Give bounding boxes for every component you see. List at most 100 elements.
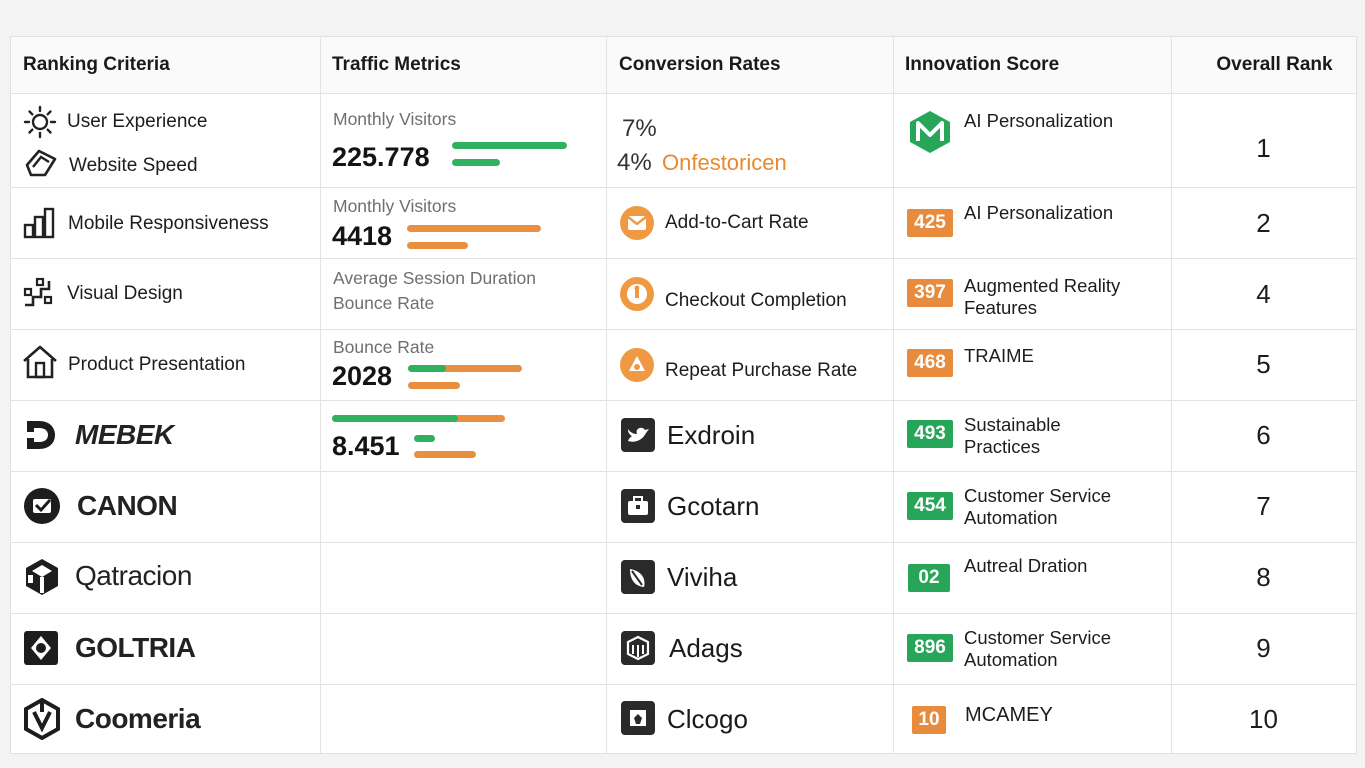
rank-value: 4 (1256, 279, 1271, 309)
rank-value: 10 (1249, 704, 1278, 734)
criteria-label: Visual Design (67, 283, 183, 304)
bell-icon (620, 348, 654, 382)
rank-value: 6 (1256, 420, 1271, 450)
innovation-score-badge: 02 (908, 564, 950, 592)
innovation-score-badge: 493 (907, 420, 953, 448)
innovation-score-badge: 397 (907, 279, 953, 307)
conversion-brand: Clcogo (667, 703, 748, 734)
divider (11, 684, 1356, 685)
hex-logo-icon (24, 631, 58, 665)
divider (11, 93, 1356, 94)
innovation-label: MCAMEY (965, 704, 1053, 726)
brand-name: MEBEK (75, 419, 174, 450)
rank-value: 9 (1256, 633, 1271, 663)
rank-value: 5 (1256, 349, 1271, 379)
cube-icon (621, 631, 655, 665)
divider (11, 329, 1356, 330)
traffic-bar (414, 435, 435, 442)
divider (11, 258, 1356, 259)
innovation-score-badge: 896 (907, 634, 953, 662)
divider (606, 37, 607, 753)
criteria-label: User Experience (67, 111, 208, 132)
innovation-score-badge: 454 (907, 492, 953, 520)
innovation-label: Customer Service Automation (964, 485, 1112, 528)
bird-icon (621, 418, 655, 452)
sun-icon (23, 105, 57, 139)
header-conversion-rates: Conversion Rates (619, 54, 781, 75)
divider (11, 471, 1356, 472)
bars-icon (23, 207, 55, 239)
m-logo-icon (910, 111, 950, 153)
conversion-brand: Viviha (667, 561, 738, 592)
d-logo-icon (27, 421, 55, 449)
conversion-value: 4% (617, 149, 652, 176)
divider (893, 37, 894, 753)
cube-logo-icon (26, 559, 58, 595)
table-header (11, 37, 1356, 93)
traffic-label: Average Session Duration (333, 267, 536, 288)
innovation-score-badge: 468 (907, 349, 953, 377)
innovation-label: TRAIME (964, 345, 1034, 366)
traffic-bar (408, 365, 522, 372)
traffic-bar (408, 365, 446, 372)
traffic-bar (452, 142, 567, 149)
conversion-highlight: Onfestoricen (662, 150, 787, 175)
innovation-label: Autreal Dration (964, 555, 1088, 576)
conversion-brand: Exdroin (667, 419, 756, 450)
rank-value: 8 (1256, 562, 1271, 592)
traffic-label: Monthly Visitors (333, 195, 457, 216)
traffic-label: Monthly Visitors (333, 108, 457, 129)
conversion-brand: Adags (669, 632, 743, 663)
header-traffic-metrics: Traffic Metrics (332, 54, 461, 75)
traffic-bar (408, 382, 460, 389)
innovation-score-badge: 10 (912, 706, 946, 734)
briefcase-icon (621, 489, 655, 523)
traffic-value: 4418 (332, 220, 393, 251)
check-circle-icon (24, 488, 60, 524)
divider (320, 37, 321, 753)
brand-name: GOLTRIA (75, 632, 196, 663)
conversion-label: Repeat Purchase Rate (665, 360, 858, 381)
brand-name: CANON (77, 490, 178, 521)
traffic-label: Bounce Rate (333, 292, 435, 313)
divider (11, 187, 1356, 188)
traffic-value: 225.778 (332, 141, 430, 172)
rank-value: 1 (1256, 133, 1271, 163)
divider (11, 613, 1356, 614)
traffic-bar (407, 242, 468, 249)
traffic-bar (452, 159, 500, 166)
header-ranking-criteria: Ranking Criteria (23, 54, 170, 75)
mail-icon (620, 206, 654, 240)
ranking-table: Ranking Criteria Traffic Metrics Convers… (10, 36, 1357, 754)
divider (1171, 37, 1172, 753)
traffic-bar (414, 451, 476, 458)
criteria-label: Mobile Responsiveness (68, 213, 269, 234)
leaf-icon (621, 560, 655, 594)
lock-icon (621, 701, 655, 735)
traffic-value: 8.451 (332, 430, 400, 461)
conversion-label: Add-to-Cart Rate (665, 212, 809, 233)
criteria-label: Product Presentation (68, 354, 246, 375)
traffic-label: Bounce Rate (333, 336, 435, 357)
grid-icon (23, 277, 53, 307)
conversion-value: 7% (622, 115, 657, 142)
divider (11, 542, 1356, 543)
criteria-label: Website Speed (69, 155, 198, 176)
innovation-score-badge: 425 (907, 209, 953, 237)
brand-name: Qatracion (75, 560, 192, 591)
rank-value: 7 (1256, 491, 1271, 521)
box-logo-icon (24, 698, 60, 740)
divider (11, 400, 1356, 401)
brand-name: Coomeria (75, 703, 201, 734)
innovation-label: AI Personalization (964, 202, 1114, 223)
header-innovation-score: Innovation Score (905, 54, 1060, 75)
conversion-brand: Gcotarn (667, 490, 760, 521)
speed-tag-icon (25, 149, 57, 177)
traffic-bar (407, 225, 541, 232)
innovation-label: AI Personalization (964, 110, 1114, 131)
house-icon (23, 345, 57, 379)
traffic-bar (332, 415, 458, 422)
traffic-value: 2028 (332, 360, 393, 391)
innovation-label: Sustainable Practices (964, 414, 1061, 457)
innovation-label: Augmented Reality Features (964, 275, 1121, 318)
